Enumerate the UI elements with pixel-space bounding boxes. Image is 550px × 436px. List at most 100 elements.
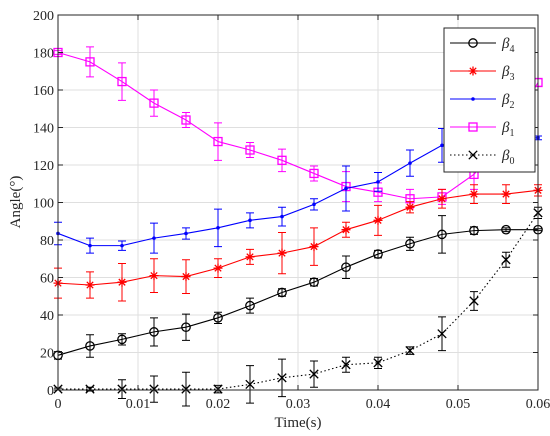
legend-item-2: β2	[450, 92, 514, 111]
series-4-marker	[117, 334, 127, 345]
y-tick-label: 160	[33, 84, 54, 99]
legend-item-3-marker	[468, 66, 478, 76]
series-3-marker	[341, 225, 351, 235]
series-4-marker	[309, 277, 319, 288]
series-2-marker	[312, 202, 316, 207]
series-4-marker	[85, 341, 95, 351]
series-4	[53, 215, 543, 361]
x-tick-label: 0.05	[446, 397, 471, 412]
series-3-marker	[117, 277, 127, 287]
series-4-marker	[149, 327, 159, 337]
y-tick-label: 60	[40, 272, 54, 287]
y-tick-label: 140	[33, 122, 54, 137]
series-2-marker	[88, 243, 92, 248]
series-0-marker	[85, 384, 95, 394]
legend-item-4: β4	[450, 36, 514, 55]
series-1-error-bar	[310, 165, 318, 182]
series-0-marker	[437, 329, 447, 339]
series-1-marker	[245, 145, 255, 155]
series-4-error-bar	[246, 297, 254, 314]
legend-item-3: β3	[450, 64, 514, 83]
y-tick-label: 120	[33, 159, 54, 174]
y-tick-label: 100	[33, 197, 54, 212]
series-3-marker	[181, 272, 191, 282]
series-2-marker	[280, 214, 284, 219]
legend-item-3-label: β3	[501, 64, 514, 83]
series-3-marker	[501, 189, 511, 199]
series-1-error-bar	[118, 62, 126, 101]
series-1-marker	[213, 136, 223, 147]
legend-item-2-marker	[471, 97, 475, 101]
legend-box	[443, 27, 536, 173]
series-1-error-bar	[214, 122, 222, 161]
series-4-error-bar	[86, 334, 94, 358]
series-4-error-bar	[438, 215, 446, 254]
series-4-marker	[501, 224, 511, 235]
series-3-marker	[405, 202, 415, 212]
series-3-marker	[277, 248, 287, 258]
y-tick-label: 80	[40, 234, 54, 249]
series-2-marker	[408, 161, 412, 165]
series-1-error-bar	[86, 46, 94, 78]
series-1-marker	[277, 155, 287, 165]
series-4-error-bar	[342, 255, 350, 279]
series-0-marker	[277, 373, 287, 383]
series-4-error-bar	[502, 227, 510, 233]
series-1-error-bar	[182, 112, 190, 128]
series-4-error-bar	[182, 313, 190, 341]
series-0-marker	[181, 384, 191, 394]
series-2-marker	[248, 218, 252, 223]
x-tick-label: 0.02	[206, 397, 231, 412]
series-4-line	[57, 229, 538, 356]
series-0-marker	[341, 360, 351, 370]
series-0-marker	[309, 369, 319, 379]
series-4-marker	[469, 225, 479, 236]
series-0-marker	[245, 379, 255, 390]
series-1-marker	[117, 76, 127, 87]
legend-item-4-label: β4	[501, 36, 514, 55]
series-1-marker	[309, 168, 319, 179]
y-tick-label: 180	[33, 47, 54, 62]
y-tick-label: 200	[33, 9, 54, 24]
x-tick-label: 0.04	[366, 397, 391, 412]
series-3-marker	[245, 252, 255, 262]
series-2-marker	[216, 226, 220, 230]
y-tick-label: 20	[40, 347, 54, 362]
series-4-marker	[181, 322, 191, 333]
legend-item-1: β1	[450, 120, 514, 139]
series-4-marker	[437, 229, 447, 240]
series-0-marker	[117, 384, 127, 394]
series-2-marker	[376, 180, 380, 184]
y-axis-label: Angle(°)	[8, 176, 24, 229]
series-1-marker	[149, 98, 159, 108]
series-1-error-bar	[246, 142, 254, 158]
legend-item-0: β0	[450, 148, 514, 167]
series-3-line	[57, 189, 539, 286]
series-1-line	[57, 51, 539, 200]
series-3-marker	[149, 271, 159, 281]
series-3-marker	[437, 194, 447, 204]
series-3-marker	[85, 280, 95, 290]
legend-item-2-label: β2	[501, 92, 514, 111]
series-0-marker	[149, 384, 159, 394]
y-tick-label: 0	[47, 384, 54, 399]
legend-item-0-marker	[468, 150, 478, 160]
legend-item-4-marker	[468, 38, 478, 48]
series-4-error-bar	[150, 317, 158, 347]
series-3-marker	[309, 242, 319, 252]
series-0-marker	[501, 255, 511, 265]
series-0-marker	[405, 345, 415, 356]
series-0-marker	[469, 296, 479, 306]
series-1-marker	[85, 57, 95, 67]
x-tick-label: 0.06	[526, 397, 550, 412]
series-2-marker	[440, 143, 444, 148]
series-2-marker	[344, 186, 348, 191]
legend-item-0-label: β0	[501, 148, 514, 167]
series-4-marker	[341, 262, 351, 273]
legend-item-1-marker	[468, 122, 478, 132]
x-tick-label: 0.03	[286, 397, 311, 412]
x-tick-label: 0.01	[126, 397, 151, 412]
series-4-marker	[213, 312, 223, 323]
series-3-marker	[469, 189, 479, 199]
